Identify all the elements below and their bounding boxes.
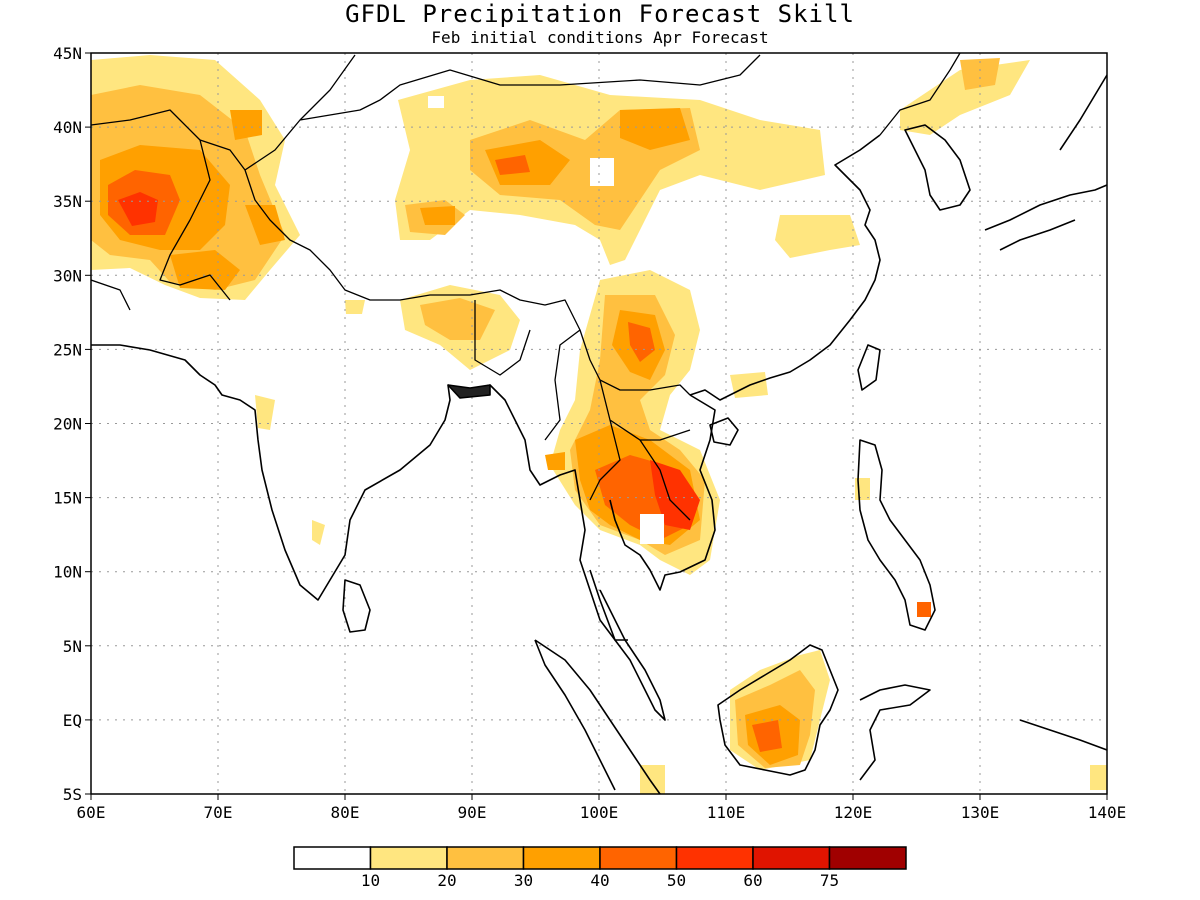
ganges-delta <box>447 384 491 399</box>
skill-region-level1 <box>345 300 365 314</box>
skill-region-level1 <box>640 765 665 794</box>
coastline-philippines <box>857 439 936 631</box>
skill-region-level4 <box>752 720 782 752</box>
colorbar-label: 40 <box>590 871 609 890</box>
lat-tick-label: 25N <box>53 340 82 359</box>
coastline-sumatra <box>534 639 661 794</box>
lat-tick-label: 30N <box>53 266 82 285</box>
lat-tick-label: 45N <box>53 44 82 63</box>
colorbar-label: 60 <box>743 871 762 890</box>
lat-tick-label: 40N <box>53 118 82 137</box>
skill-region-level1 <box>855 478 870 500</box>
colorbar: 10 20 30 40 50 60 75 <box>293 846 907 890</box>
coastline-myanmar <box>447 384 628 641</box>
colorbar-label: 75 <box>820 871 839 890</box>
colorbar-swatch <box>675 846 754 870</box>
skill-region-level3 <box>170 250 240 290</box>
coastline-new-guinea <box>1019 719 1107 751</box>
coastline-taiwan <box>857 344 881 391</box>
skill-region-level5 <box>118 192 158 226</box>
lon-tick-label: 100E <box>580 803 619 822</box>
skill-region-level3 <box>420 206 455 225</box>
colorbar-swatch <box>446 846 525 870</box>
colorbar-swatch <box>369 846 448 870</box>
skill-region-level2 <box>420 298 495 340</box>
colorbar-label: 50 <box>667 871 686 890</box>
coastline-borneo <box>717 644 839 776</box>
colorbar-label: 10 <box>361 871 380 890</box>
coastline-malay-peninsula <box>589 569 666 721</box>
colorbar-label: 30 <box>514 871 533 890</box>
masked-area <box>590 158 614 186</box>
lon-tick-label: 140E <box>1088 803 1127 822</box>
skill-region-level4 <box>628 322 655 362</box>
lat-tick-label: 35N <box>53 192 82 211</box>
border-lines <box>91 53 961 521</box>
lon-tick-label: 110E <box>707 803 746 822</box>
map-title: GFDL Precipitation Forecast Skill <box>345 0 855 28</box>
coastline-korea <box>904 124 971 211</box>
skill-region-level3 <box>230 110 262 140</box>
coastlines-and-borders <box>91 53 1107 794</box>
coastline-china-south <box>689 134 881 401</box>
lat-tick-label: EQ <box>63 711 82 730</box>
skill-region-level1 <box>1090 765 1107 790</box>
coastline-indochina <box>609 394 716 591</box>
colorbar-swatch <box>599 846 678 870</box>
lon-tick-label: 60E <box>77 803 106 822</box>
lon-tick-label: 70E <box>204 803 233 822</box>
skill-region-level2 <box>960 58 1000 90</box>
colorbar-swatch <box>293 846 372 870</box>
lon-tick-label: 90E <box>458 803 487 822</box>
coastline-sri-lanka <box>342 579 371 633</box>
lon-tick-label: 120E <box>834 803 873 822</box>
map-subtitle: Feb initial conditions Apr Forecast <box>431 28 769 47</box>
skill-region-level3 <box>245 205 285 245</box>
skill-region-level4 <box>917 602 931 617</box>
masked-area <box>640 514 664 544</box>
lat-tick-label: 5S <box>63 785 82 804</box>
lat-tick-label: 10N <box>53 563 82 582</box>
coastline-sulawesi <box>859 684 931 781</box>
axis-labels: 60E 70E 80E 90E 100E 110E 120E 130E 140E 5S EQ 5N 10… <box>53 44 1126 822</box>
skill-region-level1 <box>255 395 275 430</box>
skill-region-level1 <box>775 215 860 258</box>
lat-tick-label: 5N <box>63 637 82 656</box>
colorbar-label: 20 <box>437 871 456 890</box>
lat-tick-label: 20N <box>53 415 82 434</box>
skill-region-level4 <box>495 155 530 175</box>
lat-tick-label: 15N <box>53 489 82 508</box>
lon-tick-label: 130E <box>961 803 1000 822</box>
colorbar-swatch <box>752 846 831 870</box>
masked-area <box>428 96 444 108</box>
skill-region-level1 <box>312 520 325 545</box>
lon-tick-label: 80E <box>331 803 360 822</box>
colorbar-swatch <box>828 846 907 870</box>
coastline-india <box>91 344 451 601</box>
coastline-japan <box>984 74 1107 251</box>
skill-region-level3 <box>620 108 690 150</box>
coastline-hainan <box>709 417 739 446</box>
lat-lon-grid <box>91 53 1107 794</box>
colorbar-swatch <box>522 846 601 870</box>
skill-region-level1 <box>900 60 1030 135</box>
skill-region-level3 <box>545 452 565 470</box>
